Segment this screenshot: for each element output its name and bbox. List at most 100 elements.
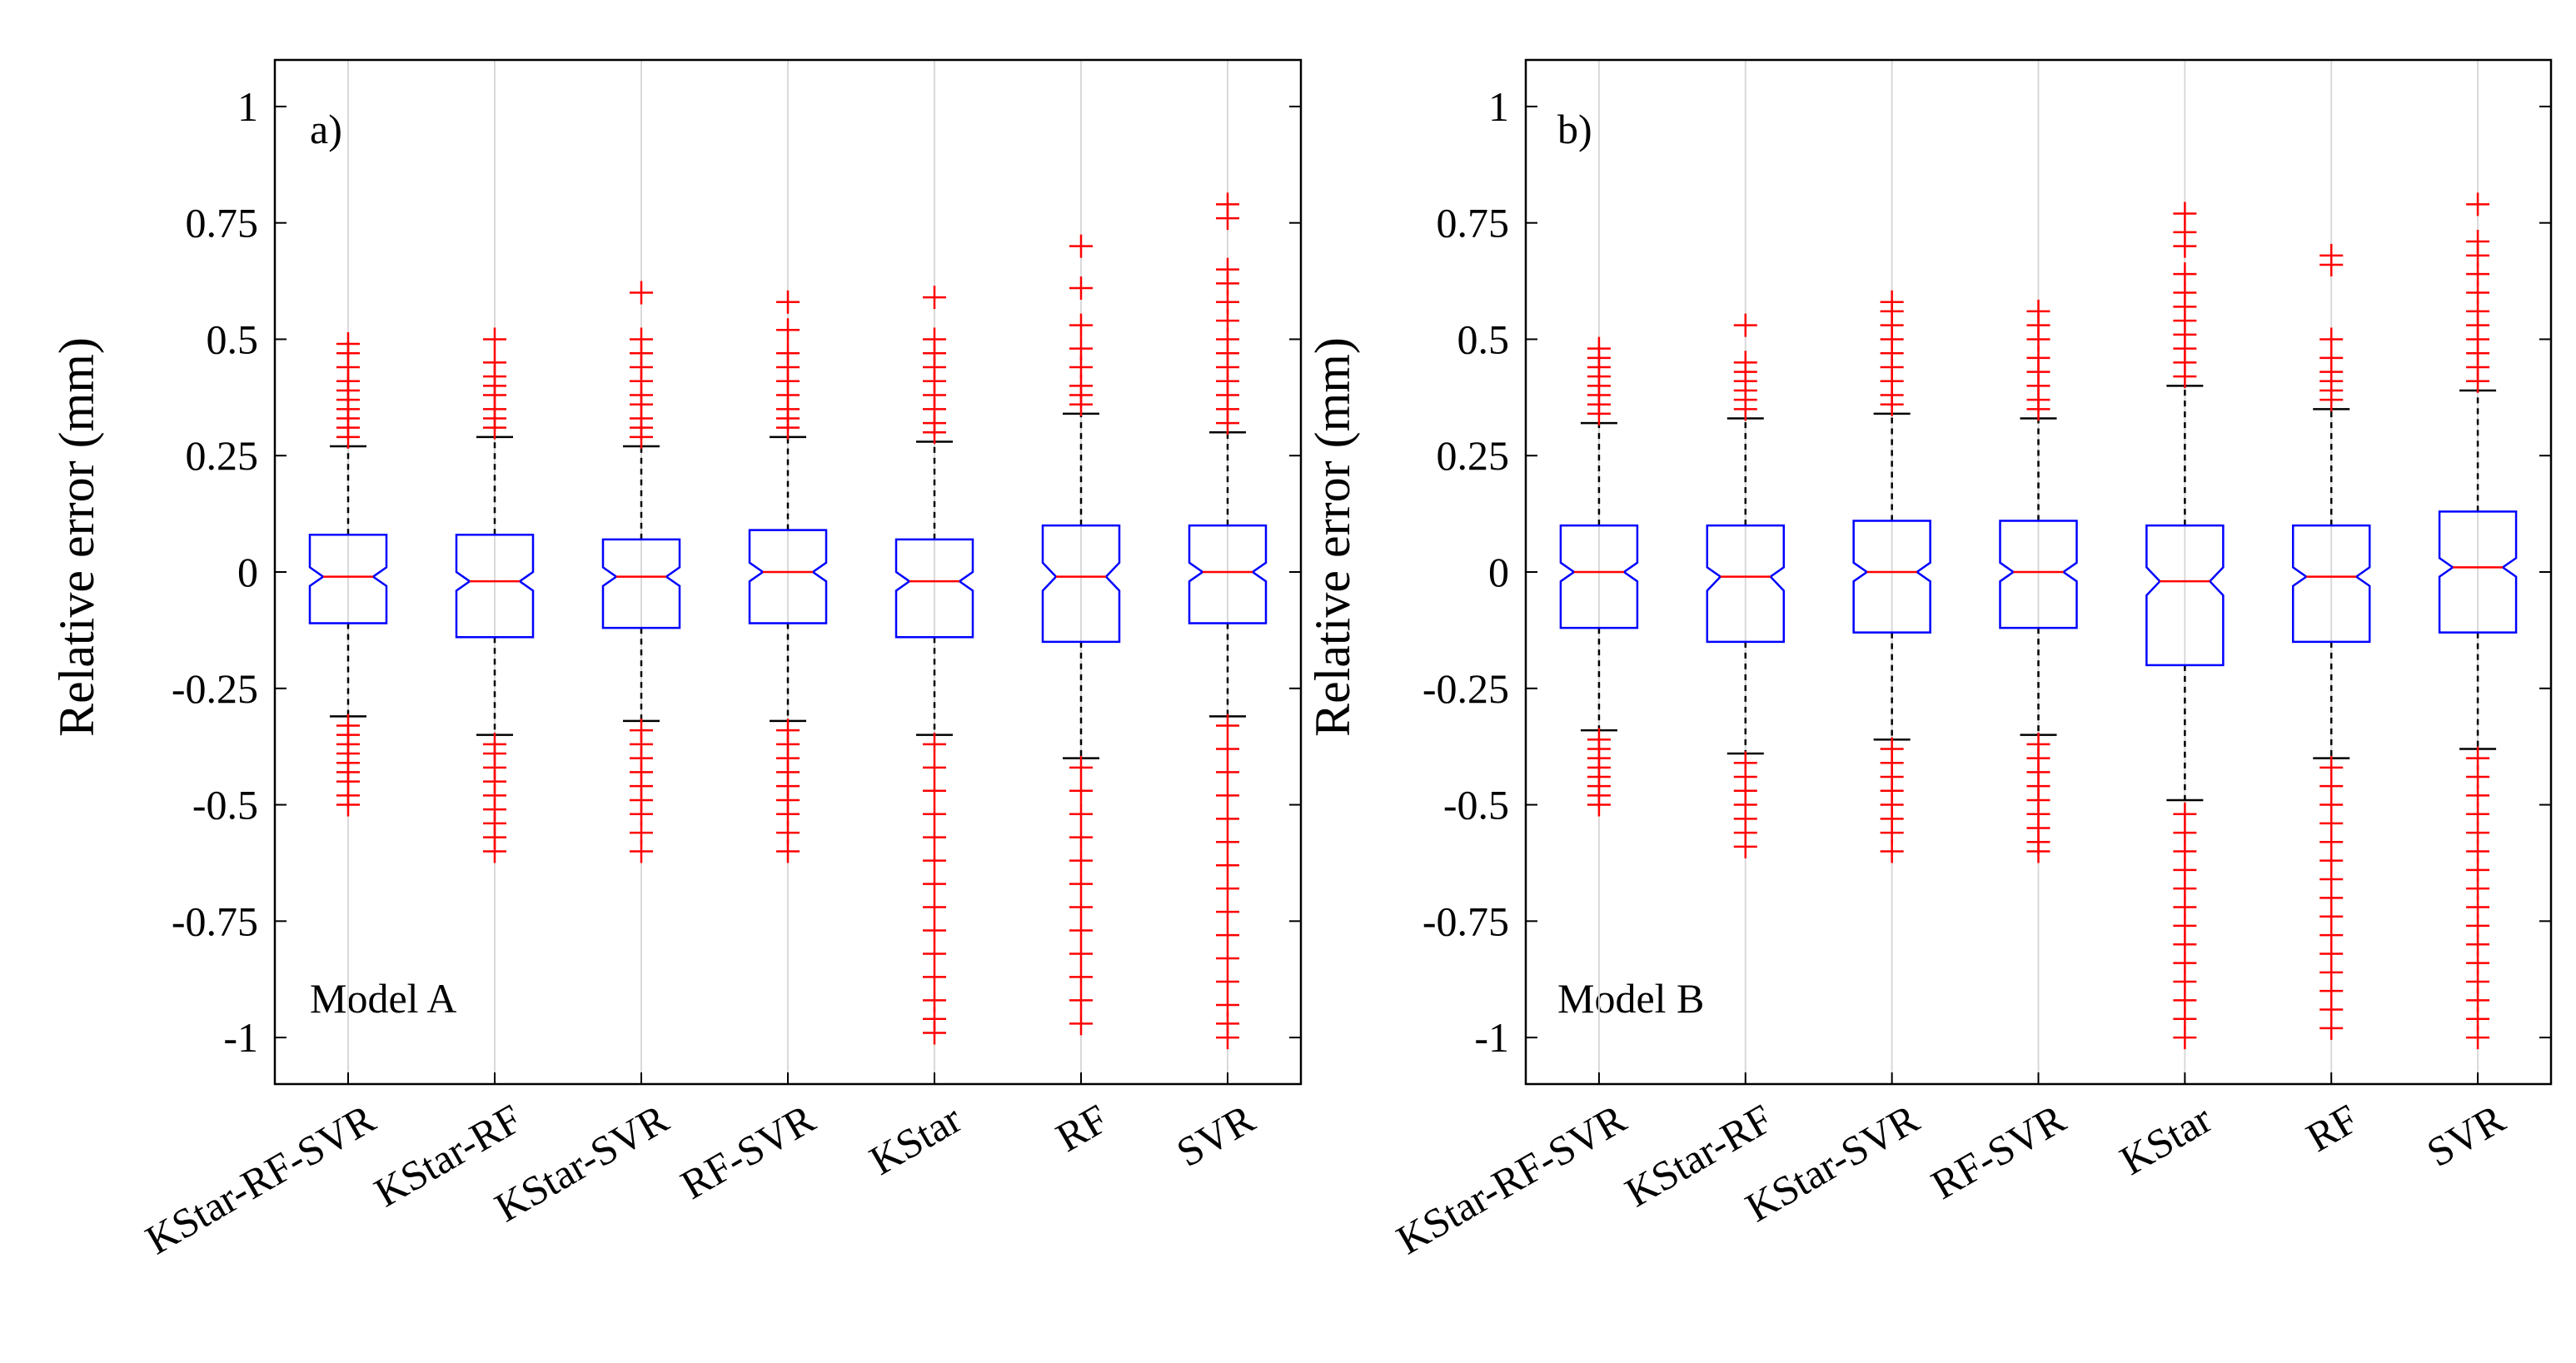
iqr-box — [601, 538, 681, 629]
iqr-box — [1852, 520, 1931, 634]
outlier-marker — [923, 872, 946, 896]
outlier-marker — [1069, 988, 1093, 1012]
model-annotation: Model B — [1557, 975, 1704, 1022]
outlier-marker — [1069, 276, 1093, 300]
outlier-marker — [630, 839, 653, 863]
x-tick-label: RF — [2299, 1095, 2366, 1161]
box-svr — [1188, 192, 1268, 1050]
y-tick-label: -0.5 — [1443, 782, 1509, 828]
iqr-box — [1041, 524, 1121, 644]
plot-frame — [1524, 58, 2553, 1086]
panel-model-b: Relative error (mm) b) Model B 1 0.75 0.5 0… — [1305, 58, 2553, 1264]
y-tick-label: 0.75 — [186, 200, 259, 246]
x-tick-label: RF — [1049, 1095, 1116, 1161]
outlier-marker — [1069, 872, 1093, 896]
x-tick-label: SVR — [2419, 1095, 2513, 1176]
outlier-marker — [2319, 243, 2344, 267]
outlier-marker — [2466, 230, 2490, 254]
outlier-marker — [1069, 336, 1093, 361]
outlier-marker — [2319, 1016, 2344, 1040]
outlier-marker — [1069, 895, 1093, 919]
outlier-marker — [776, 341, 800, 366]
outlier-marker — [2026, 839, 2050, 863]
outlier-marker — [776, 290, 800, 314]
outlier-marker — [776, 839, 800, 863]
box-svr — [2438, 192, 2518, 1050]
x-tick-label: KStar — [861, 1095, 969, 1184]
outlier-marker — [630, 281, 653, 305]
box-kstar-rf-svr — [1559, 336, 1639, 817]
y-tick-label: -0.5 — [192, 782, 258, 828]
outlier-marker — [923, 732, 946, 756]
outlier-marker — [483, 839, 506, 863]
outlier-marker — [923, 286, 946, 310]
outlier-marker — [1733, 313, 1757, 337]
x-tick-label: KStar-RF-SVR — [137, 1095, 383, 1264]
box-rf-svr — [748, 290, 828, 863]
iqr-box — [2291, 524, 2371, 644]
y-tick-label: 0.25 — [186, 432, 259, 479]
outlier-marker — [923, 1021, 946, 1045]
iqr-box — [748, 529, 828, 624]
iqr-box — [2145, 524, 2225, 667]
x-tick-label: KStar-RF-SVR — [1388, 1095, 1634, 1264]
y-tick-label: -1 — [223, 1014, 258, 1061]
outlier-marker — [1216, 900, 1239, 924]
outlier-marker — [923, 802, 946, 826]
panel-model-a: Relative error (mm) a) Model A 1 0.75 0.5 0… — [49, 58, 1303, 1264]
box-rf-svr — [1999, 299, 2078, 863]
iqr-box — [1706, 524, 1786, 644]
y-tick-label: 0 — [1488, 549, 1509, 595]
outlier-marker — [1216, 1026, 1239, 1050]
box-kstar-rf-svr — [308, 332, 388, 817]
y-axis-label: Relative error (mm) — [49, 337, 104, 737]
outlier-marker — [483, 327, 506, 351]
outlier-marker — [1733, 351, 1757, 375]
outlier-marker — [923, 848, 946, 873]
outlier-marker — [1069, 313, 1093, 337]
outlier-marker — [1069, 965, 1093, 989]
outlier-marker — [2173, 262, 2197, 286]
iqr-box — [1999, 520, 2078, 629]
y-tick-label: 0.5 — [1457, 316, 1510, 362]
outlier-marker — [1069, 825, 1093, 849]
plot-frame — [273, 58, 1303, 1086]
outlier-marker — [1216, 192, 1239, 216]
outlier-marker — [483, 351, 506, 375]
y-tick-label: 0 — [237, 549, 258, 595]
outlier-marker — [1216, 853, 1239, 878]
outlier-marker — [1069, 234, 1093, 258]
outlier-marker — [2173, 1026, 2197, 1050]
y-tick-label: -0.25 — [1423, 665, 1509, 712]
outlier-marker — [923, 942, 946, 966]
outlier-marker — [1587, 336, 1611, 361]
iqr-box — [894, 538, 974, 639]
outlier-marker — [1216, 760, 1239, 784]
panel-label: a) — [310, 106, 342, 152]
outlier-marker — [1587, 793, 1611, 817]
box-kstar-rf — [455, 327, 535, 863]
outlier-marker — [630, 327, 653, 351]
outlier-marker — [1216, 947, 1239, 971]
box-kstar — [894, 286, 974, 1045]
iqr-box — [455, 534, 535, 639]
y-tick-label: 0.25 — [1437, 432, 1510, 479]
outlier-marker — [1216, 783, 1239, 808]
outlier-marker — [1216, 807, 1239, 831]
outlier-marker — [776, 318, 800, 342]
y-tick-label: -0.25 — [172, 665, 258, 712]
outlier-marker — [1069, 848, 1093, 873]
outlier-marker — [1069, 918, 1093, 943]
y-tick-label: 1 — [237, 83, 258, 130]
outlier-marker — [1216, 830, 1239, 854]
outlier-marker — [2466, 192, 2490, 216]
box-kstar — [2145, 201, 2225, 1050]
outlier-marker — [1216, 714, 1239, 738]
panel-label: b) — [1557, 106, 1592, 152]
outlier-marker — [2026, 299, 2050, 323]
box-rf — [2291, 243, 2371, 1040]
outlier-marker — [1069, 942, 1093, 966]
y-tick-label: -1 — [1474, 1014, 1509, 1061]
x-tick-label: RF-SVR — [673, 1095, 823, 1208]
